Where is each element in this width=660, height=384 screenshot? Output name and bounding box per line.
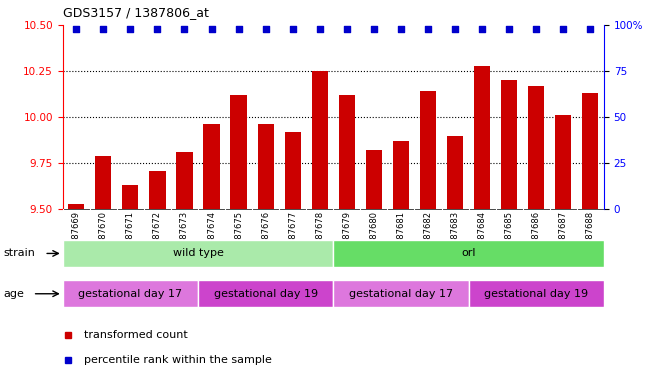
- Text: GSM187669: GSM187669: [72, 211, 81, 262]
- Bar: [501, 80, 517, 209]
- Bar: [582, 93, 599, 209]
- Text: GSM187678: GSM187678: [315, 211, 324, 262]
- Bar: [393, 141, 409, 209]
- Point: [234, 26, 244, 32]
- Point: [314, 26, 325, 32]
- Point: [152, 26, 162, 32]
- Bar: [528, 86, 544, 209]
- Point: [477, 26, 487, 32]
- Text: GSM187672: GSM187672: [153, 211, 162, 262]
- Text: age: age: [3, 289, 24, 299]
- Text: transformed count: transformed count: [84, 330, 188, 340]
- Bar: [447, 136, 463, 209]
- Text: GSM187682: GSM187682: [424, 211, 432, 262]
- Bar: [63, 240, 333, 267]
- Point: [504, 26, 515, 32]
- Text: GSM187673: GSM187673: [180, 211, 189, 262]
- Bar: [555, 115, 572, 209]
- Point: [395, 26, 406, 32]
- Bar: [339, 95, 355, 209]
- Bar: [333, 240, 604, 267]
- Bar: [63, 280, 198, 307]
- Text: GSM187676: GSM187676: [261, 211, 270, 262]
- Text: GSM187688: GSM187688: [586, 211, 595, 262]
- Text: GSM187684: GSM187684: [478, 211, 486, 262]
- Text: gestational day 17: gestational day 17: [79, 289, 182, 299]
- Point: [422, 26, 433, 32]
- Point: [206, 26, 216, 32]
- Text: orl: orl: [461, 248, 476, 258]
- Text: GSM187675: GSM187675: [234, 211, 243, 262]
- Text: GSM187670: GSM187670: [99, 211, 108, 262]
- Point: [450, 26, 461, 32]
- Point: [585, 26, 595, 32]
- Bar: [198, 280, 333, 307]
- Bar: [68, 204, 84, 209]
- Text: GSM187677: GSM187677: [288, 211, 297, 262]
- Text: strain: strain: [3, 248, 35, 258]
- Bar: [122, 185, 139, 209]
- Bar: [420, 91, 436, 209]
- Text: gestational day 19: gestational day 19: [484, 289, 588, 299]
- Point: [98, 26, 108, 32]
- Text: wild type: wild type: [172, 248, 224, 258]
- Bar: [149, 170, 166, 209]
- Bar: [176, 152, 193, 209]
- Bar: [230, 95, 247, 209]
- Point: [531, 26, 541, 32]
- Point: [342, 26, 352, 32]
- Point: [368, 26, 379, 32]
- Text: GSM187686: GSM187686: [532, 211, 541, 262]
- Bar: [366, 150, 382, 209]
- Point: [287, 26, 298, 32]
- Text: GSM187680: GSM187680: [370, 211, 378, 262]
- Bar: [95, 156, 112, 209]
- Point: [260, 26, 271, 32]
- Bar: [257, 124, 274, 209]
- Text: GDS3157 / 1387806_at: GDS3157 / 1387806_at: [63, 6, 209, 19]
- Point: [71, 26, 82, 32]
- Point: [179, 26, 190, 32]
- Point: [125, 26, 136, 32]
- Text: percentile rank within the sample: percentile rank within the sample: [84, 355, 272, 365]
- Text: GSM187685: GSM187685: [505, 211, 513, 262]
- Bar: [474, 66, 490, 209]
- Text: GSM187681: GSM187681: [397, 211, 405, 262]
- Bar: [469, 280, 604, 307]
- Text: gestational day 17: gestational day 17: [349, 289, 453, 299]
- Text: gestational day 19: gestational day 19: [214, 289, 317, 299]
- Bar: [333, 280, 469, 307]
- Text: GSM187683: GSM187683: [451, 211, 459, 262]
- Bar: [284, 132, 301, 209]
- Text: GSM187687: GSM187687: [559, 211, 568, 262]
- Bar: [312, 71, 328, 209]
- Text: GSM187674: GSM187674: [207, 211, 216, 262]
- Text: GSM187679: GSM187679: [343, 211, 351, 262]
- Bar: [203, 124, 220, 209]
- Text: GSM187671: GSM187671: [126, 211, 135, 262]
- Point: [558, 26, 568, 32]
